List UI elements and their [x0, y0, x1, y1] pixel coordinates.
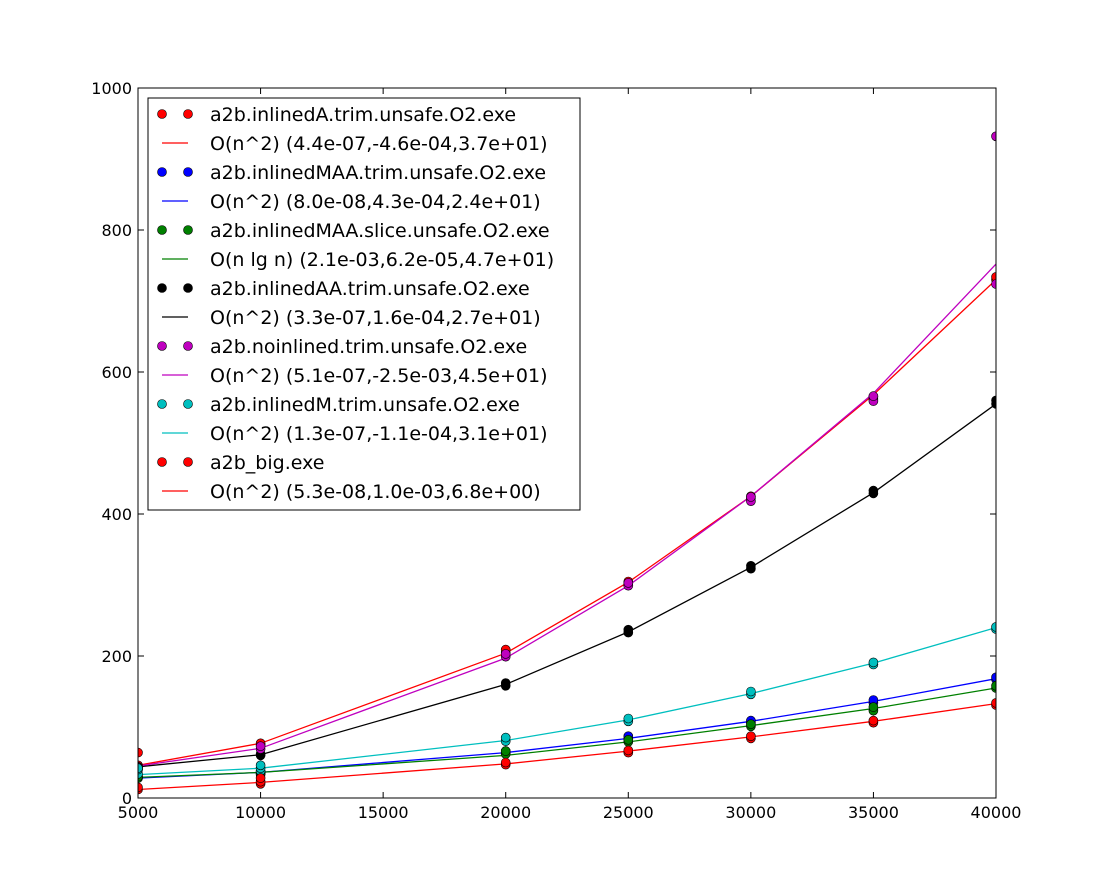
data-point-s12-1 [138, 782, 143, 793]
data-point-s6-7 [623, 624, 634, 635]
data-point-s12-9 [623, 745, 634, 756]
plot-frame [137, 87, 997, 799]
data-point-s12-15 [991, 698, 996, 708]
data-point-s10-9 [623, 713, 634, 724]
data-point-s10-2 [138, 763, 143, 773]
legend-label: a2b.inlinedM.trim.unsafe.O2.exe [210, 394, 520, 416]
legend-label: O(n^2) (4.4e-07,-4.6e-04,3.7e+01) [210, 133, 548, 155]
legend-marker [183, 457, 193, 467]
legend-marker [183, 225, 193, 235]
data-point-s8-9 [746, 492, 756, 502]
data-point-s6-9 [746, 560, 756, 571]
data-point-s8-13 [991, 131, 996, 142]
x-tick-label: 35000 [848, 803, 899, 822]
x-tick-label: 30000 [725, 803, 776, 822]
legend-label: O(n lg n) (2.1e-03,6.2e-05,4.7e+01) [210, 249, 554, 271]
legend-label: a2b.inlinedMAA.trim.unsafe.O2.exe [210, 162, 546, 184]
data-point-s12-11 [746, 731, 756, 742]
data-point-s8-7 [623, 578, 634, 588]
y-tick-label: 1000 [91, 79, 132, 98]
data-point-s4-5 [500, 746, 511, 756]
data-point-s12-7 [500, 757, 511, 768]
legend-marker [183, 167, 193, 177]
legend-marker [183, 283, 193, 293]
data-point-s10-15 [991, 622, 996, 632]
data-point-s4-11 [868, 702, 879, 712]
data-point-s12-2 [138, 747, 143, 758]
legend-label: a2b.inlinedAA.trim.unsafe.O2.exe [210, 278, 530, 300]
x-tick-label: 15000 [358, 803, 409, 822]
legend-label: a2b.inlinedA.trim.unsafe.O2.exe [210, 104, 516, 126]
data-point-s6-5 [500, 678, 511, 688]
y-tick-label: 0 [122, 789, 132, 808]
legend-marker [157, 341, 167, 351]
data-point-s12-5 [255, 773, 266, 783]
data-point-s0-13 [991, 272, 996, 282]
legend-marker [183, 399, 193, 409]
plot-marks [138, 131, 996, 795]
y-tick-label: 400 [101, 505, 132, 524]
data-point-s4-7 [623, 734, 634, 745]
data-point-s8-5 [500, 649, 511, 659]
y-tick-label: 600 [101, 363, 132, 382]
legend-label: O(n^2) (3.3e-07,1.6e-04,2.7e+01) [210, 307, 541, 329]
legend-label: a2b.inlinedMAA.slice.unsafe.O2.exe [210, 220, 550, 242]
legend-label: O(n^2) (8.0e-08,4.3e-04,2.4e+01) [210, 191, 541, 213]
data-point-s8-12 [991, 279, 996, 289]
data-point-s10-11 [746, 686, 756, 697]
data-point-s12-13 [868, 715, 879, 726]
y-tick-label: 200 [101, 647, 132, 666]
legend-marker [157, 399, 167, 409]
x-tick-label: 10000 [235, 803, 286, 822]
legend-marker [157, 109, 167, 119]
data-point-s8-3 [255, 741, 266, 752]
x-tick-label: 20000 [480, 803, 531, 822]
legend-label: O(n^2) (5.3e-08,1.0e-03,6.8e+00) [210, 481, 541, 503]
x-tick-label: 40000 [971, 803, 1022, 822]
legend-label: a2b.noinlined.trim.unsafe.O2.exe [210, 336, 527, 358]
legend-marker [157, 167, 167, 177]
legend-label: O(n^2) (5.1e-07,-2.5e-03,4.5e+01) [210, 365, 548, 387]
data-point-s8-11 [868, 391, 879, 401]
legend-label: O(n^2) (1.3e-07,-1.1e-04,3.1e+01) [210, 423, 548, 445]
legend-marker [157, 457, 167, 467]
data-point-s6-11 [868, 485, 879, 496]
legend-marker [157, 225, 167, 235]
data-point-s10-13 [868, 657, 879, 668]
data-point-s4-13 [991, 681, 996, 691]
legend-box [147, 97, 581, 511]
x-tick-label: 25000 [603, 803, 654, 822]
axis-ticks: 5000 10000 15000 20000 25000 30000 35000 40000 0… [91, 79, 1021, 822]
legend-marker [183, 341, 193, 351]
data-point-s2-13 [991, 672, 996, 683]
legend-marker [183, 109, 193, 119]
x-tick-label: 5000 [118, 803, 159, 822]
legend-marker [157, 283, 167, 293]
data-point-s4-9 [746, 719, 756, 730]
data-point-s6-13 [991, 395, 996, 406]
data-point-s10-7 [500, 732, 511, 743]
y-tick-label: 800 [101, 221, 132, 240]
data-point-s10-5 [255, 760, 266, 771]
legend-label: a2b_big.exe [210, 452, 324, 474]
legend: a2b.inlinedA.trim.unsafe.O2.exe O(n^2) (4… [147, 97, 581, 511]
